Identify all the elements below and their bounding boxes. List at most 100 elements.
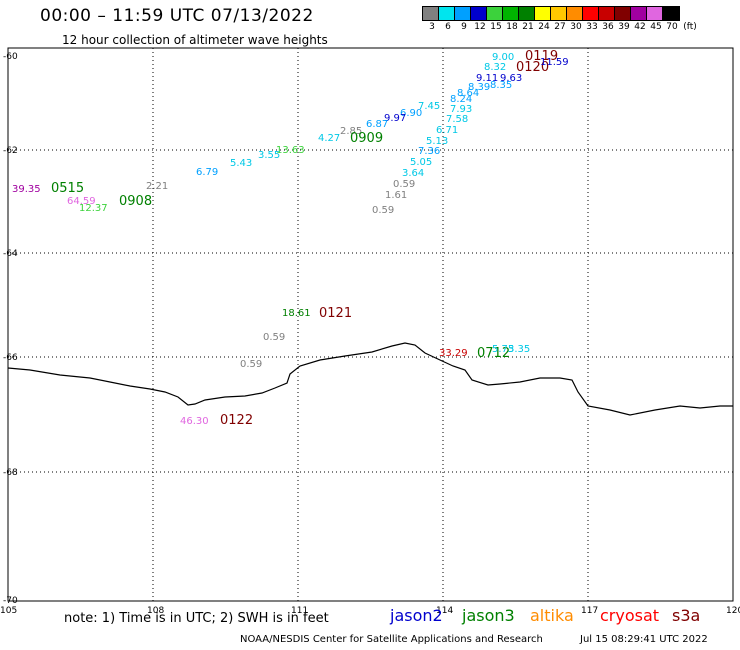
wave-height-label: 2.21 xyxy=(146,181,168,192)
wave-height-label: 3.55 xyxy=(258,150,280,161)
wave-height-label: 3.64 xyxy=(402,168,424,179)
pass-time-label: 0712 xyxy=(477,346,510,361)
legend-label: 36 xyxy=(602,22,614,32)
coastline xyxy=(7,342,733,416)
satellite-label: jason3 xyxy=(462,606,515,625)
wave-height-label: 8.64 xyxy=(457,88,479,99)
longitude-tick-label: 114 xyxy=(436,606,453,616)
legend-swatch xyxy=(615,7,631,20)
legend-swatch xyxy=(599,7,615,20)
footnote: note: 1) Time is in UTC; 2) SWH is in fe… xyxy=(64,611,329,626)
legend-swatch xyxy=(471,7,487,20)
wave-height-label: 4.27 xyxy=(318,133,340,144)
longitude-tick-label: 105 xyxy=(0,606,17,616)
chart-subtitle: 12 hour collection of altimeter wave hei… xyxy=(62,33,328,47)
legend-label: 3 xyxy=(429,22,435,32)
pass-time-label: 0515 xyxy=(51,181,84,196)
wave-height-label: 9.00 xyxy=(492,52,514,63)
legend-label: 39 xyxy=(618,22,630,32)
generation-timestamp: Jul 15 08:29:41 UTC 2022 xyxy=(580,634,708,645)
wave-height-label: 46.30 xyxy=(180,416,209,427)
legend-label: 15 xyxy=(490,22,502,32)
legend-label: 70 xyxy=(666,22,678,32)
legend-swatch xyxy=(631,7,647,20)
legend-label: 30 xyxy=(570,22,582,32)
legend-label: 24 xyxy=(538,22,550,32)
pass-time-label: 0119 xyxy=(525,49,558,64)
satellite-label: jason2 xyxy=(390,606,443,625)
legend-label: 45 xyxy=(650,22,662,32)
legend-label: 6 xyxy=(445,22,451,32)
wave-height-label: 0.59 xyxy=(372,205,394,216)
wave-height-label: 9.11 xyxy=(476,73,498,84)
legend-swatch xyxy=(663,7,679,20)
pass-time-label: 0120 xyxy=(516,60,549,75)
legend-swatch xyxy=(551,7,567,20)
latitude-tick-label: -68 xyxy=(3,468,18,478)
wave-height-label: 33.29 xyxy=(439,348,468,359)
wave-height-label: 8.39 xyxy=(468,82,490,93)
longitude-tick-label: 108 xyxy=(147,606,164,616)
color-legend xyxy=(422,6,680,21)
latitude-tick-label: -62 xyxy=(3,146,18,156)
satellite-label: cryosat xyxy=(600,606,660,625)
legend-label: 12 xyxy=(474,22,486,32)
plot-frame xyxy=(7,47,734,602)
wave-height-label: 8.24 xyxy=(450,94,472,105)
legend-swatch xyxy=(647,7,663,20)
wave-height-label: 13.63 xyxy=(276,145,305,156)
legend-swatch xyxy=(455,7,471,20)
legend-label: 27 xyxy=(554,22,566,32)
wave-height-label: 7.58 xyxy=(446,114,468,125)
legend-swatch xyxy=(519,7,535,20)
wave-height-label: 9.63 xyxy=(500,73,522,84)
wave-height-label: 6.79 xyxy=(196,167,218,178)
wave-height-label: 1.61 xyxy=(385,190,407,201)
wave-height-label: 0.59 xyxy=(393,179,415,190)
legend-swatch xyxy=(503,7,519,20)
wave-height-label: 18.61 xyxy=(282,308,311,319)
axis-labels: 105 108 111 114 117 120 -60 -62 -64 -66 -68 -70 xyxy=(0,52,740,616)
wave-height-label: 5.05 xyxy=(410,157,432,168)
legend-label: 33 xyxy=(586,22,598,32)
wave-height-label: 6.71 xyxy=(436,125,458,136)
wave-height-label: 0.59 xyxy=(263,332,285,343)
graticule xyxy=(8,48,733,601)
wave-height-label: 8.32 xyxy=(484,62,506,73)
legend-label: 18 xyxy=(506,22,518,32)
latitude-tick-label: -70 xyxy=(3,596,18,606)
credit-line: NOAA/NESDIS Center for Satellite Applica… xyxy=(240,634,543,645)
wave-height-label: 0.59 xyxy=(240,359,262,370)
legend-label: 9 xyxy=(461,22,467,32)
wave-height-label: 64.59 xyxy=(67,196,96,207)
pass-time-label: 0121 xyxy=(319,306,352,321)
longitude-tick-label: 111 xyxy=(291,606,308,616)
pass-time-label: 0122 xyxy=(220,413,253,428)
longitude-tick-label: 120 xyxy=(726,606,740,616)
wave-height-label: 9.97 xyxy=(384,113,406,124)
wave-height-label: 6.90 xyxy=(400,108,422,119)
pass-time-label: 0909 xyxy=(350,131,383,146)
wave-height-label: 5.13 xyxy=(426,136,448,147)
wave-height-label: 7.45 xyxy=(418,101,440,112)
color-legend-labels: 3 6 9 12 15 18 21 24 27 30 33 36 39 42 45 70 (ft) xyxy=(424,22,700,32)
wave-height-label: 12.37 xyxy=(79,203,108,214)
legend-unit: (ft) xyxy=(683,22,697,32)
latitude-tick-label: -60 xyxy=(3,52,18,62)
wave-height-label: 6.87 xyxy=(366,119,388,130)
legend-swatch xyxy=(423,7,439,20)
wave-height-label: 5.75 xyxy=(492,344,514,355)
satellite-label: s3a xyxy=(672,606,701,625)
legend-swatch xyxy=(567,7,583,20)
longitude-tick-label: 117 xyxy=(581,606,598,616)
chart-title: 00:00 – 11:59 UTC 07/13/2022 xyxy=(40,6,314,26)
latitude-tick-label: -64 xyxy=(3,249,18,259)
wave-height-label: 8.35 xyxy=(490,80,512,91)
legend-swatch xyxy=(583,7,599,20)
legend-swatch xyxy=(439,7,455,20)
wave-height-label: 11.59 xyxy=(540,57,569,68)
legend-swatch xyxy=(487,7,503,20)
legend-swatch xyxy=(535,7,551,20)
